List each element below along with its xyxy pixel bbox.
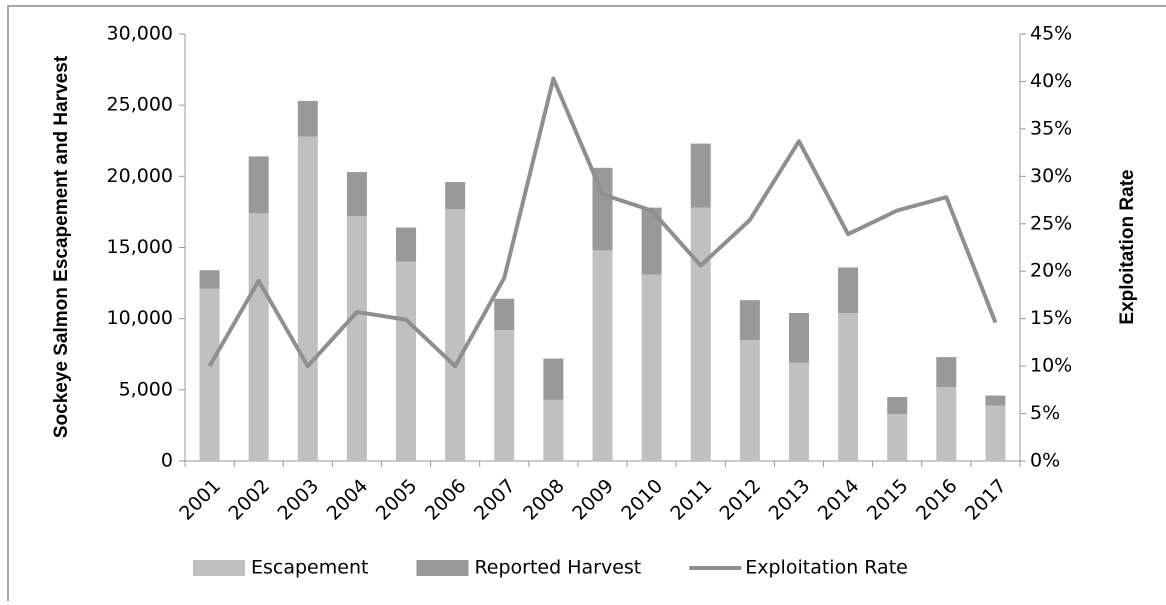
bar: [788, 362, 809, 461]
x-tick-label: 2005: [372, 475, 422, 525]
y-tick-label: 0: [161, 450, 173, 472]
bar: [199, 288, 220, 461]
bar: [838, 312, 859, 461]
bar: [543, 399, 564, 461]
x-tick-label: 2008: [519, 475, 569, 525]
x-tick-label: 2017: [961, 475, 1011, 525]
bar: [445, 209, 466, 461]
y-tick-label: 25,000: [107, 94, 173, 116]
legend-label: Escapement: [251, 557, 368, 579]
y2-tick-label: 30%: [1030, 165, 1072, 187]
x-tick-label: 2001: [175, 475, 225, 525]
bar: [690, 143, 711, 208]
bar: [985, 395, 1006, 406]
bar: [641, 274, 662, 461]
bar: [396, 227, 417, 262]
bar: [690, 207, 711, 461]
bar: [346, 216, 367, 461]
bar: [494, 298, 515, 331]
x-tick-label: 2006: [421, 475, 471, 525]
legend-swatch: [193, 560, 245, 576]
x-tick-label: 2014: [814, 475, 864, 525]
bar: [592, 167, 613, 251]
bar: [788, 312, 809, 363]
x-tick-label: 2007: [470, 475, 520, 525]
legend-label: Reported Harvest: [474, 557, 641, 579]
bar: [936, 357, 957, 387]
bar: [641, 207, 662, 275]
bar: [838, 267, 859, 313]
x-tick-label: 2004: [323, 475, 373, 525]
y2-tick-label: 10%: [1030, 355, 1072, 377]
y2-tick-label: 0%: [1030, 450, 1060, 472]
x-tick-label: 2010: [617, 475, 667, 525]
x-tick-label: 2012: [716, 475, 766, 525]
bar: [592, 250, 613, 461]
x-tick-label: 2003: [273, 475, 323, 525]
y2-tick-label: 45%: [1030, 23, 1072, 45]
bar: [887, 414, 908, 461]
bar: [543, 358, 564, 400]
x-tick-label: 2015: [863, 475, 913, 525]
bar: [396, 261, 417, 461]
bar: [887, 396, 908, 415]
y-axis-title: Sockeye Salmon Escapement and Harvest: [51, 55, 72, 438]
y2-tick-label: 20%: [1030, 260, 1072, 282]
legend-label: Exploitation Rate: [745, 557, 908, 579]
y2-tick-label: 25%: [1030, 212, 1072, 234]
legend-swatch: [416, 560, 469, 576]
bar: [199, 270, 220, 289]
bar: [936, 386, 957, 461]
line: [207, 76, 998, 369]
x-tick-label: 2011: [666, 475, 716, 525]
y-tick-label: 15,000: [107, 236, 173, 258]
bar: [248, 156, 269, 214]
x-tick-label: 2002: [224, 475, 274, 525]
y2-axis-title: Exploitation Rate: [1117, 169, 1138, 324]
x-tick-label: 2013: [765, 475, 815, 525]
x-tick-label: 2009: [568, 475, 618, 525]
bar: [297, 100, 318, 137]
y-tick-label: 10,000: [107, 307, 173, 329]
bar: [346, 172, 367, 217]
y-tick-label: 20,000: [107, 165, 173, 187]
bar: [739, 300, 760, 341]
y2-tick-label: 35%: [1030, 117, 1072, 139]
bar: [494, 330, 515, 461]
y-tick-label: 30,000: [107, 23, 173, 45]
bar: [445, 182, 466, 210]
bar: [248, 213, 269, 461]
y-tick-label: 5,000: [119, 378, 173, 400]
y2-tick-label: 40%: [1030, 70, 1072, 92]
x-tick-label: 2016: [912, 475, 962, 525]
bar: [297, 136, 318, 462]
frame: [7, 5, 1166, 601]
y2-tick-label: 5%: [1030, 402, 1060, 424]
bar: [985, 405, 1006, 461]
bar: [739, 340, 760, 461]
y2-tick-label: 15%: [1030, 307, 1072, 329]
